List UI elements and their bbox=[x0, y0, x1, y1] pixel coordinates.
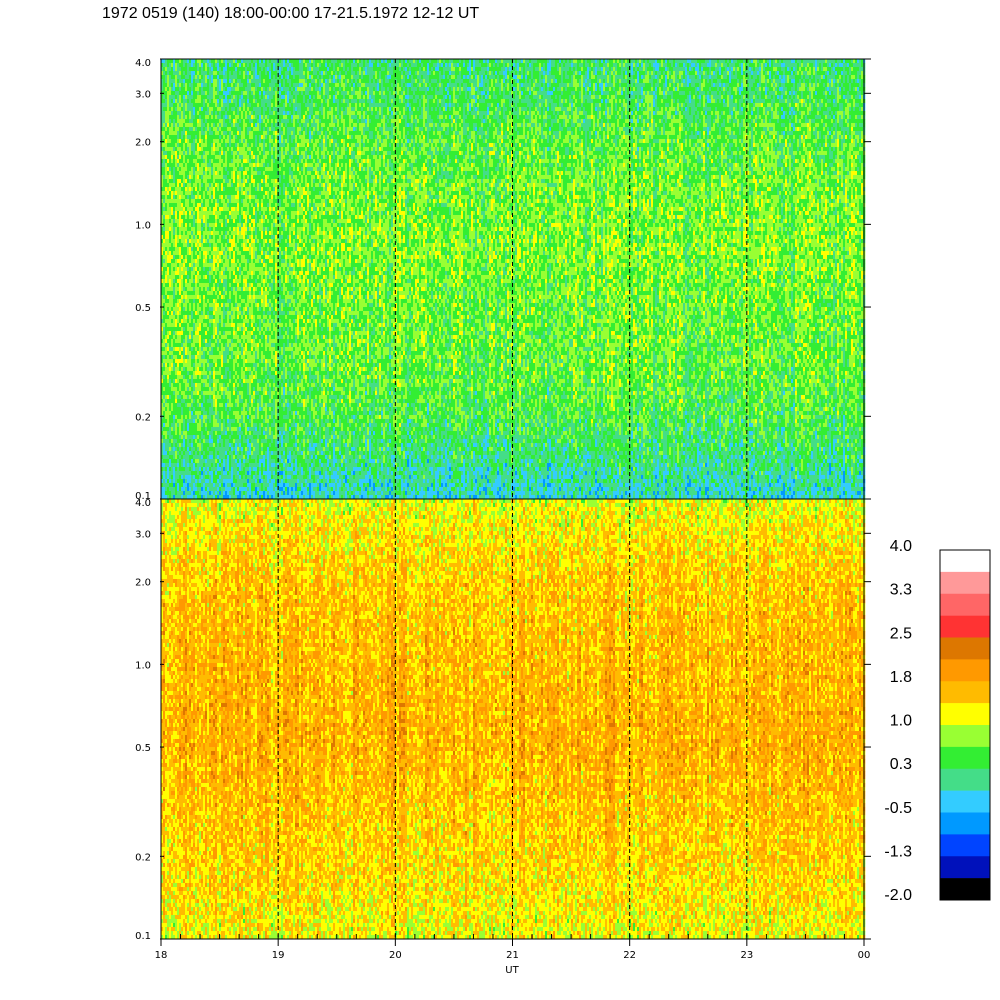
colorbar-swatch bbox=[940, 594, 990, 616]
y-tick-label: 0.2 bbox=[135, 852, 151, 863]
y-tick-label: 1.0 bbox=[135, 660, 151, 671]
colorbar-swatch bbox=[940, 703, 990, 725]
colorbar-swatch bbox=[940, 747, 990, 769]
colorbar-label: 3.3 bbox=[890, 582, 912, 599]
y-tick-label: 3.0 bbox=[135, 529, 151, 540]
colorbar-label: 1.8 bbox=[890, 669, 912, 686]
colorbar-swatch bbox=[940, 681, 990, 703]
y-tick-label: 4.0 bbox=[135, 58, 151, 69]
heatmap-panel-upper bbox=[161, 59, 865, 499]
y-tick-label: 0.1 bbox=[135, 931, 151, 942]
colorbar-label: -0.5 bbox=[884, 800, 912, 817]
colorbar-label: -2.0 bbox=[884, 887, 912, 904]
colorbar-swatch bbox=[940, 791, 990, 813]
y-tick-label: 4.0 bbox=[135, 498, 151, 509]
y-tick-label: 2.0 bbox=[135, 578, 151, 589]
y-tick-label: 3.0 bbox=[135, 89, 151, 100]
colorbar-label: 0.3 bbox=[890, 756, 912, 773]
colorbar-swatch bbox=[940, 725, 990, 747]
y-tick-label: 0.5 bbox=[135, 303, 151, 314]
colorbar-swatch bbox=[940, 878, 990, 900]
colorbar-label: 4.0 bbox=[890, 538, 912, 555]
colorbar-swatch bbox=[940, 769, 990, 791]
colorbar-swatch bbox=[940, 856, 990, 878]
colorbar-swatch bbox=[940, 550, 990, 572]
x-tick-label: 00 bbox=[858, 950, 871, 961]
y-tick-label: 1.0 bbox=[135, 220, 151, 231]
colorbar-swatch bbox=[940, 659, 990, 681]
x-tick-label: 23 bbox=[740, 950, 753, 961]
x-tick-label: 19 bbox=[272, 950, 285, 961]
colorbar-swatch bbox=[940, 572, 990, 594]
x-axis-label: UT bbox=[505, 965, 519, 976]
x-tick-label: 18 bbox=[155, 950, 168, 961]
x-tick-label: 22 bbox=[623, 950, 636, 961]
heatmap-panel-lower bbox=[161, 499, 865, 939]
colorbar-label: 2.5 bbox=[890, 625, 912, 642]
y-tick-label: 0.2 bbox=[135, 412, 151, 423]
colorbar-swatch bbox=[940, 638, 990, 660]
colorbar-label: 1.0 bbox=[890, 713, 912, 730]
colorbar-swatch bbox=[940, 813, 990, 835]
y-tick-label: 2.0 bbox=[135, 138, 151, 149]
y-tick-label: 0.5 bbox=[135, 743, 151, 754]
x-tick-label: 21 bbox=[506, 950, 519, 961]
colorbar-swatch bbox=[940, 616, 990, 638]
x-tick-label: 20 bbox=[389, 950, 402, 961]
colorbar-swatch bbox=[940, 834, 990, 856]
colorbar-label: -1.3 bbox=[884, 843, 912, 860]
